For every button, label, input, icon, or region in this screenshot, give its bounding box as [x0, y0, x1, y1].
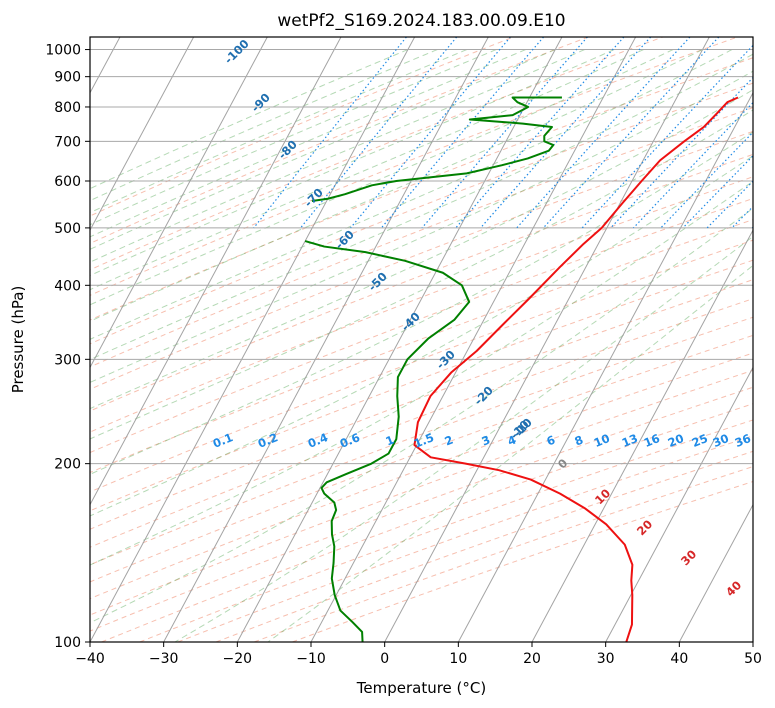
- y-tick-label: 800: [54, 100, 81, 116]
- moist-adiabat: [90, 49, 703, 322]
- mixing-ratio-label: 16: [642, 431, 662, 450]
- dry-adiabat: [90, 37, 664, 271]
- x-axis-label: Temperature (°C): [356, 679, 486, 697]
- dry-adiabat: [90, 239, 753, 493]
- mixing-ratio-line: [253, 37, 407, 229]
- profile-line-1: [413, 96, 739, 642]
- y-axis-label: Pressure (hPa): [9, 286, 27, 394]
- mixing-ratio-label: 13: [620, 431, 640, 450]
- profile-line-2: [311, 96, 562, 203]
- y-tick-label: 900: [54, 70, 81, 86]
- isotherm: [90, 37, 416, 642]
- y-axis: 100 200 300 400 500 600 700 800 900 1000: [45, 43, 90, 651]
- y-tick-label: 100: [54, 635, 81, 651]
- moist-adiabat: [90, 180, 753, 566]
- moist-adiabat: [90, 89, 753, 410]
- moist-adiabat: [90, 49, 674, 306]
- mixing-ratio-line: [610, 76, 753, 229]
- grid-lines: [90, 37, 753, 642]
- isotherm: [678, 503, 753, 642]
- moist-adiabat: [90, 49, 526, 238]
- mixing-ratio-line: [350, 37, 511, 229]
- mixing-ratio-label: 36: [733, 431, 753, 450]
- mixing-ratio-line: [542, 37, 720, 229]
- mixing-ratio-lines: [253, 37, 753, 229]
- mixing-ratio-line: [455, 37, 625, 229]
- mixing-ratio-label: 25: [690, 431, 710, 450]
- moist-adiabat: [90, 207, 753, 624]
- moist-adiabat: [90, 49, 615, 277]
- profile-lines: [304, 96, 739, 642]
- x-tick-label: 40: [670, 651, 688, 667]
- moist-adiabat: [90, 49, 644, 291]
- y-tick-label: 600: [54, 174, 81, 190]
- x-tick-label: −10: [296, 651, 326, 667]
- moist-adiabat: [90, 70, 753, 383]
- mixing-ratio-line: [751, 226, 753, 229]
- dry-adiabat: [90, 37, 514, 217]
- isotherm: [605, 366, 753, 642]
- plot-area: [90, 37, 753, 642]
- x-tick-label: −20: [223, 651, 253, 667]
- isotherm: [531, 229, 753, 642]
- isotherm: [90, 37, 342, 506]
- dry-adiabat: [90, 176, 753, 433]
- mixing-ratio-label: 20: [666, 431, 686, 450]
- x-axis: −40 −30 −20 −10 0 10 20 30 40 50: [75, 642, 762, 667]
- moist-adiabat: [90, 155, 753, 517]
- moist-adiabat: [90, 49, 556, 250]
- y-tick-label: 700: [54, 134, 81, 150]
- moist-adiabat: [90, 49, 497, 226]
- chart-title: wetPf2_S169.2024.183.00.09.E10: [277, 11, 565, 31]
- y-tick-label: 500: [54, 221, 81, 237]
- isotherm: [384, 37, 710, 642]
- isotherm: [457, 91, 753, 642]
- dry-adiabat: [90, 153, 753, 412]
- y-tick-label: 200: [54, 457, 81, 473]
- isotherm: [752, 640, 753, 642]
- dry-adiabat: [90, 352, 753, 600]
- isotherm: [90, 37, 195, 232]
- y-tick-label: 1000: [45, 43, 81, 59]
- isotherm: [163, 37, 489, 642]
- mixing-ratio-line: [300, 37, 458, 229]
- mixing-ratio-label: 30: [711, 431, 731, 450]
- mixing-ratio-line: [480, 37, 652, 229]
- dry-adiabat: [90, 334, 753, 583]
- y-tick-label: 400: [54, 278, 81, 294]
- y-tick-label: 300: [54, 352, 81, 368]
- moist-adiabat: [90, 49, 733, 340]
- x-tick-label: 0: [380, 651, 389, 667]
- x-tick-label: 30: [597, 651, 615, 667]
- isotherm: [90, 37, 268, 369]
- dry-adiabat: [90, 316, 753, 566]
- dry-adiabat: [90, 107, 753, 368]
- dry-adiabat: [90, 259, 753, 512]
- x-tick-label: −40: [75, 651, 105, 667]
- x-tick-label: 20: [523, 651, 541, 667]
- mixing-ratio-label: 10: [592, 431, 612, 450]
- x-tick-label: 50: [744, 651, 762, 667]
- moist-adiabat: [90, 109, 753, 440]
- x-tick-label: 10: [449, 651, 467, 667]
- profile-line-3: [304, 240, 471, 642]
- moist-adiabat: [90, 49, 585, 263]
- x-tick-label: −30: [149, 651, 179, 667]
- isotherm: [236, 37, 563, 642]
- isotherm: [310, 37, 637, 642]
- dry-adiabat: [90, 37, 589, 244]
- moist-adiabat: [267, 264, 753, 642]
- background-lines: [90, 37, 753, 642]
- mixing-ratio-line: [706, 180, 753, 229]
- moist-adiabat: [90, 131, 753, 475]
- plot-frame: [89, 36, 754, 643]
- mixing-ratio-line: [581, 44, 753, 229]
- mixing-ratio-line: [633, 101, 753, 229]
- dry-adiabat: [90, 37, 738, 296]
- dry-adiabat: [90, 57, 753, 321]
